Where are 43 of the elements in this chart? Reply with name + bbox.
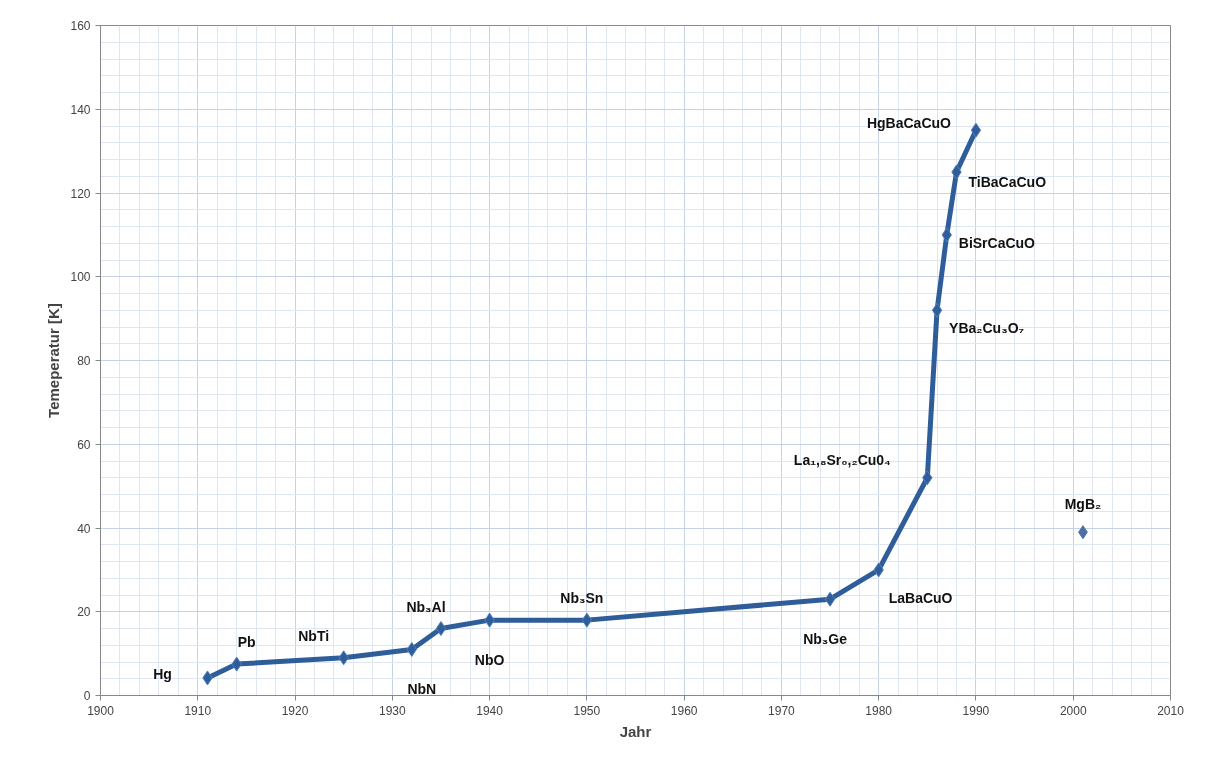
x-tick-label: 2010 — [1157, 703, 1185, 718]
y-tick-label: 100 — [70, 270, 91, 285]
point — [824, 591, 836, 607]
y-tick-label: 20 — [77, 605, 91, 620]
annotation: Pb — [237, 634, 256, 651]
annotation: LaBaCuO — [888, 589, 953, 606]
x-tick-label: 1950 — [573, 703, 601, 718]
annotation: Nb₃Ge — [803, 631, 848, 648]
point — [970, 122, 982, 138]
y-tick-label: 80 — [77, 354, 91, 368]
x-tick-label: 1910 — [184, 703, 212, 718]
annotation: Nb₃Sn — [560, 590, 604, 607]
annotation: NbN — [407, 681, 437, 698]
x-axis-title: Jahr — [619, 722, 652, 740]
y-tick-label: 140 — [70, 102, 91, 117]
annotation: MgB₂ — [1064, 496, 1102, 513]
annotation: NbTi — [298, 627, 330, 644]
annotation: TiBaCaCuO — [968, 174, 1047, 191]
y-tick-label: 160 — [70, 19, 91, 33]
annotation: NbO — [474, 652, 505, 669]
annotation: Hg — [153, 665, 172, 682]
annotation: YBa₂Cu₃O₇ — [949, 320, 1025, 337]
x-tick-label: 1960 — [670, 703, 698, 718]
annotation: HgBaCaCuO — [866, 115, 952, 132]
y-tick-label: 40 — [77, 521, 91, 536]
x-tick-label: 1990 — [962, 703, 990, 718]
point — [435, 621, 447, 636]
annotation: La₁,₈Sr₀,₂Cu0₄ — [793, 451, 891, 468]
x-tick-label: 1920 — [281, 703, 309, 718]
y-tick-label: 0 — [83, 689, 91, 703]
x-tick-label: 1930 — [378, 703, 406, 718]
x-tick-label: 1940 — [476, 703, 504, 718]
x-tick-label: 2000 — [1059, 703, 1087, 718]
x-tick-label: 1900 — [87, 703, 115, 718]
y-tick-label: 60 — [77, 437, 91, 452]
point — [581, 612, 593, 628]
annotation: BiSrCaCuO — [958, 234, 1036, 251]
y-tick-label: 120 — [70, 186, 91, 201]
annotation: Nb₃Al — [406, 598, 446, 615]
y-axis-title: Temeperatur [K] — [45, 303, 63, 418]
point — [931, 302, 943, 318]
x-tick-label: 1970 — [768, 703, 796, 718]
x-tick-label: 1980 — [865, 703, 893, 718]
